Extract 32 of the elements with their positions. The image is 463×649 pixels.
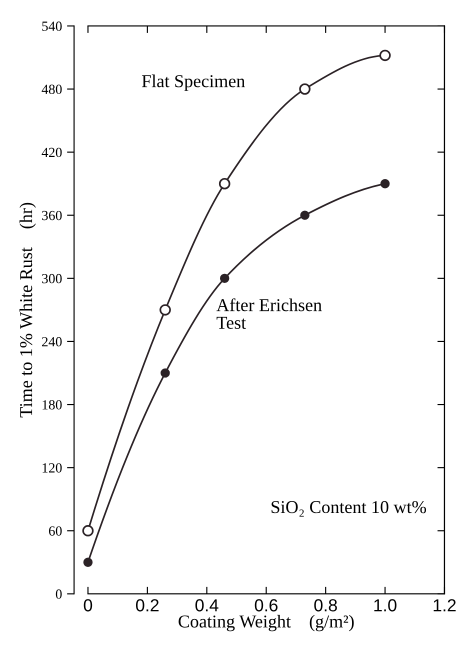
point xyxy=(160,368,170,378)
point xyxy=(299,83,311,95)
y-tick-label: 420 xyxy=(42,148,62,158)
x-tick-label: 0.2 xyxy=(136,599,159,612)
point xyxy=(160,304,171,316)
y-tick-label: 120 xyxy=(42,463,62,473)
y-axis-title: Time to 1% White Rust (hr) xyxy=(20,202,36,418)
text: Flat Specimen xyxy=(142,74,245,91)
x-tick-label: 0.4 xyxy=(195,599,218,612)
y-tick-label: 540 xyxy=(42,22,62,31)
point xyxy=(83,558,93,567)
y-tick-label: 360 xyxy=(42,210,62,220)
x-tick-label: 1.0 xyxy=(374,599,396,612)
series-label: After Erichsen Test xyxy=(216,298,322,329)
x-tick-label: 1.2 xyxy=(434,599,456,612)
x-tick-label: 0 xyxy=(84,599,92,612)
x-axis-title: Coating Weight (g/m²) xyxy=(178,614,354,632)
point xyxy=(82,525,94,536)
y-tick-label: 0 xyxy=(56,589,62,599)
y-tick-label: 60 xyxy=(48,526,62,536)
point xyxy=(379,50,391,62)
point xyxy=(380,179,390,188)
y-tick-label: 240 xyxy=(42,337,62,346)
y-tick-label: 480 xyxy=(42,84,62,94)
y-tick-label: 180 xyxy=(42,400,62,410)
y-tick-label: 300 xyxy=(42,274,62,284)
annotation: SiO₂ Content 10 wt% xyxy=(272,500,426,517)
point xyxy=(218,178,230,190)
x-tick-label: 0.8 xyxy=(314,599,337,612)
x-tick-label: 0.6 xyxy=(254,599,278,612)
point xyxy=(300,210,310,220)
point xyxy=(220,274,230,284)
